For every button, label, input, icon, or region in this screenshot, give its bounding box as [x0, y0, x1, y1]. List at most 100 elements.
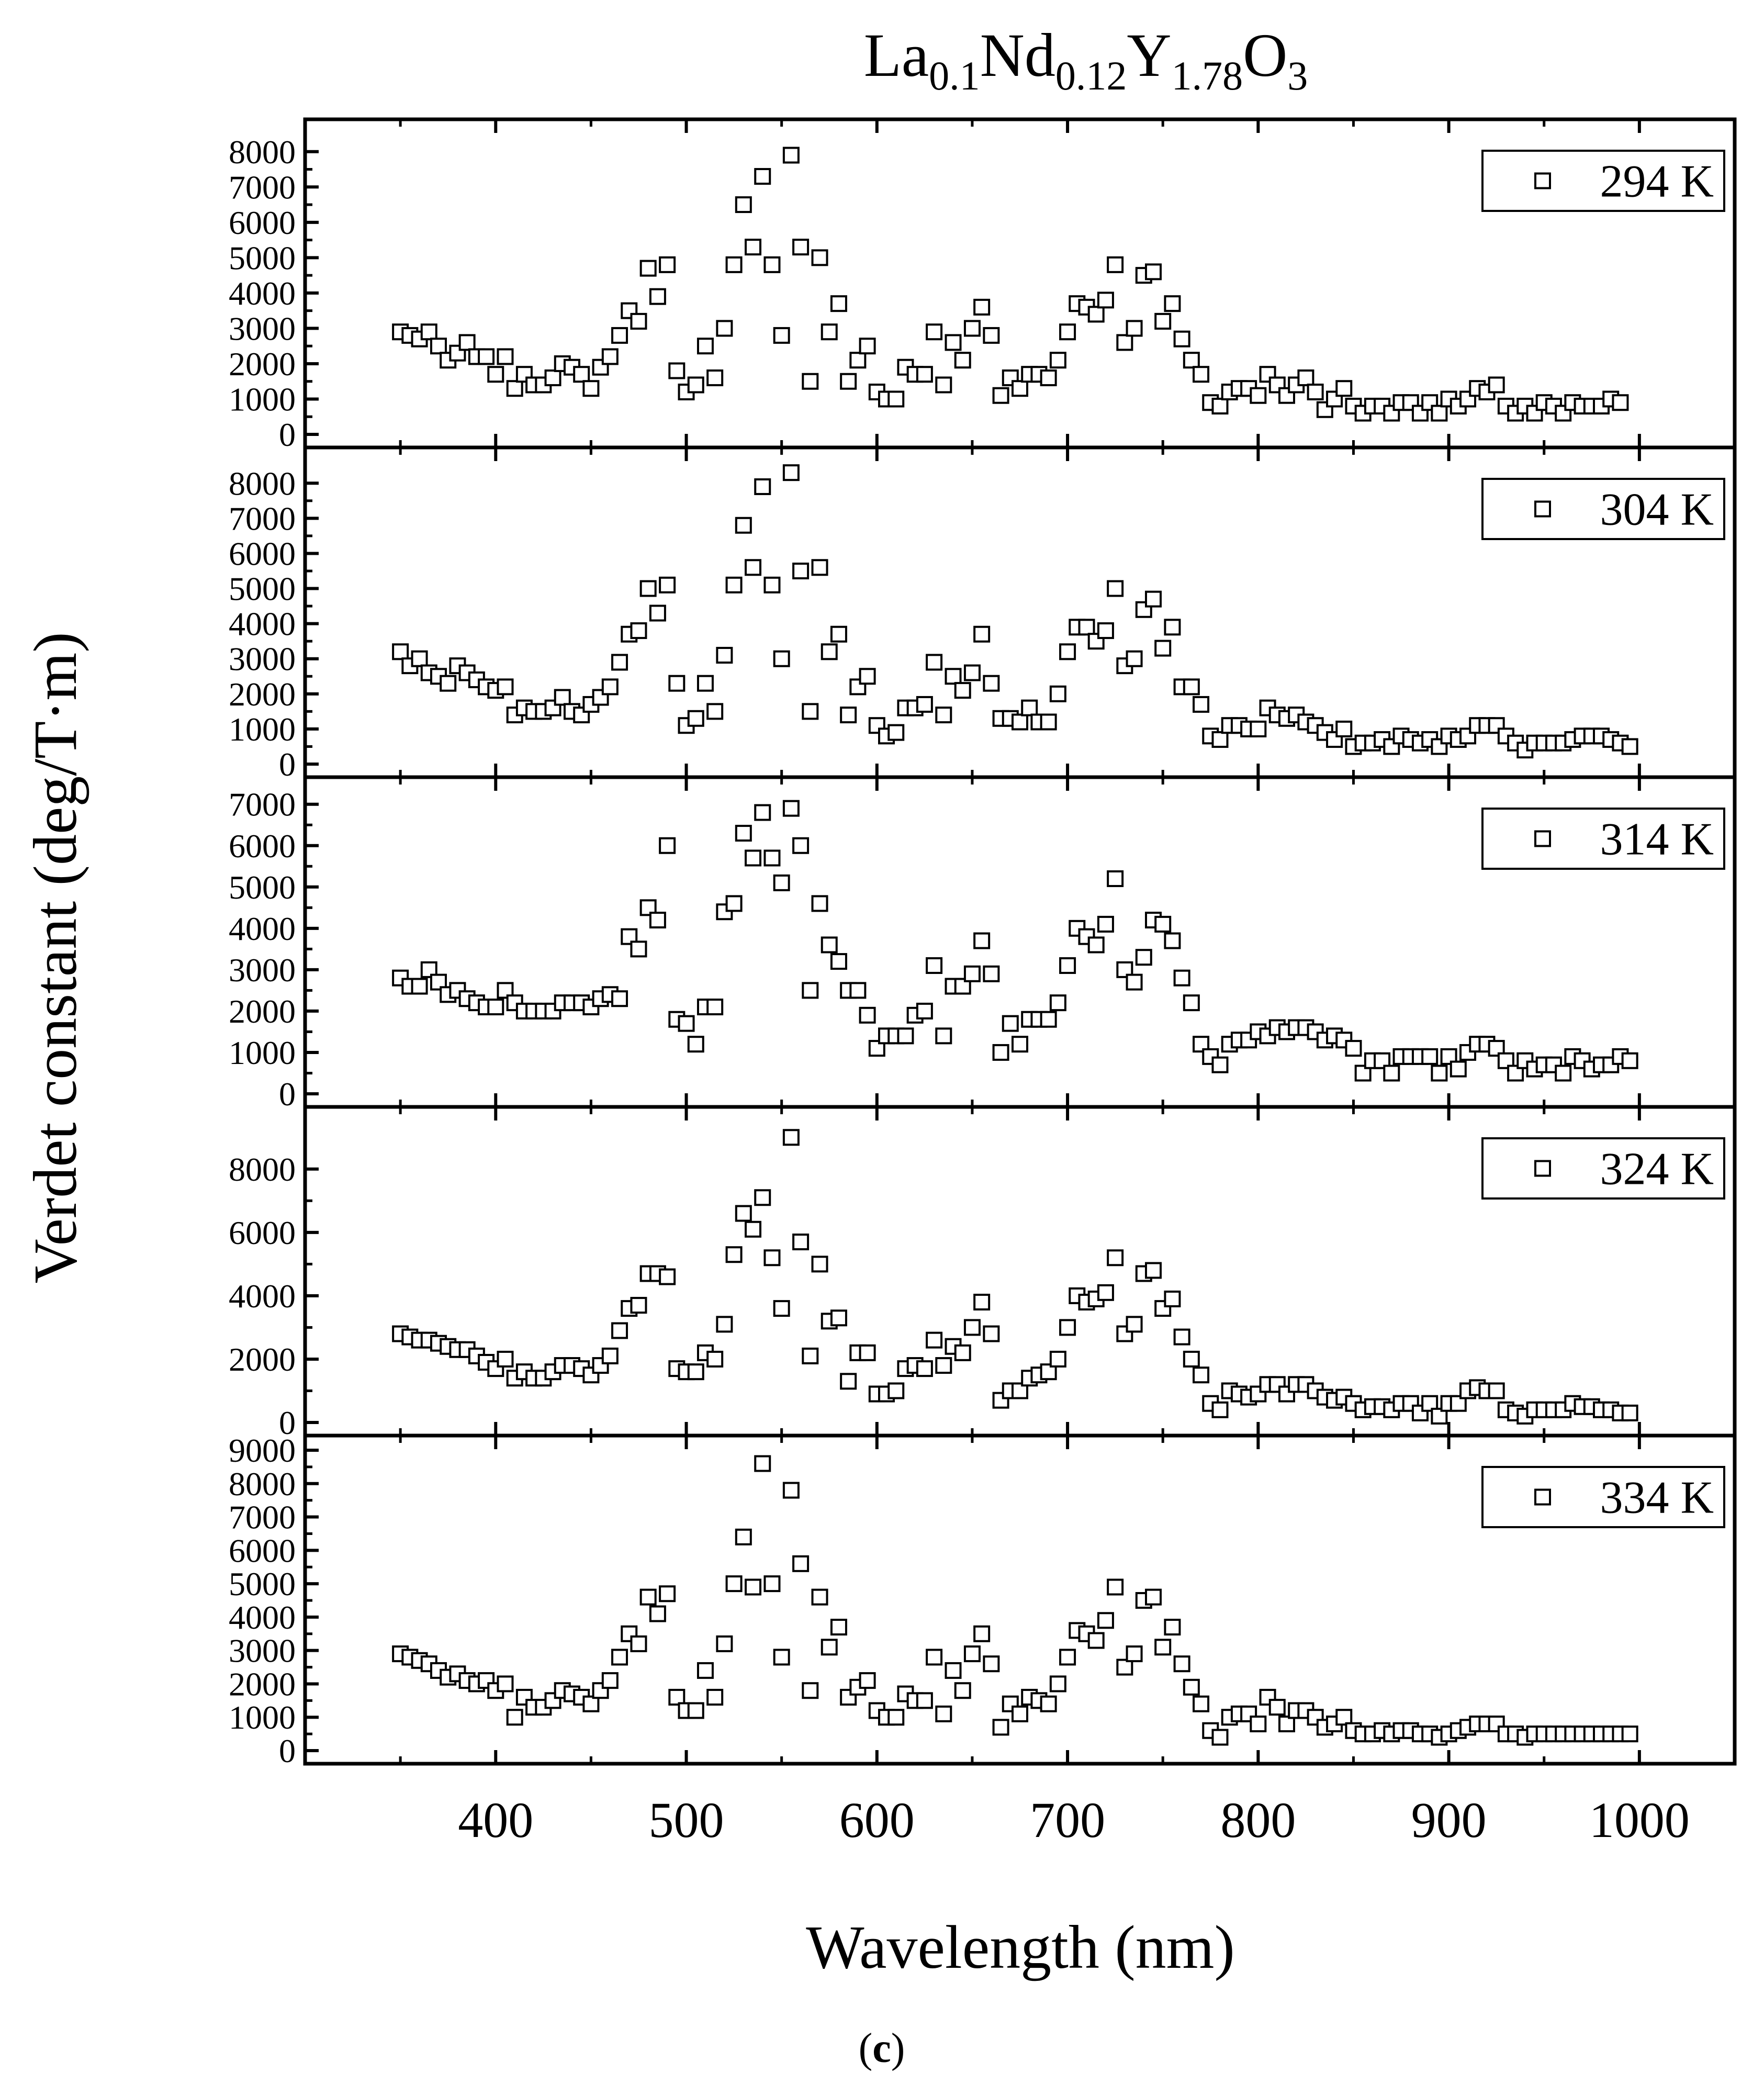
y-tick-label: 2000 [229, 1665, 296, 1702]
data-point [983, 327, 1000, 344]
data-point [773, 650, 790, 667]
data-point [745, 1578, 762, 1596]
data-point [887, 390, 905, 408]
data-point [1621, 1404, 1638, 1421]
data-point [716, 1635, 733, 1652]
data-point [706, 1350, 724, 1368]
data-point [811, 1588, 828, 1606]
data-point [716, 1316, 733, 1333]
data-point [649, 912, 666, 929]
data-point [935, 376, 952, 394]
data-point [1012, 1705, 1028, 1722]
data-point [1431, 1065, 1448, 1082]
data-point [601, 1347, 619, 1364]
data-point [840, 707, 857, 724]
y-tick-label: 6000 [229, 827, 296, 865]
data-point [830, 295, 847, 312]
data-point [1135, 949, 1152, 966]
data-point [782, 1482, 800, 1499]
data-point [725, 1246, 743, 1263]
data-point [611, 1322, 628, 1339]
data-point [1087, 306, 1105, 323]
y-tick-label: 7000 [229, 169, 296, 206]
data-point [1116, 961, 1133, 978]
data-point [1097, 1284, 1114, 1301]
data-point [639, 1588, 657, 1606]
data-point [1268, 1376, 1286, 1393]
data-point [1012, 380, 1028, 397]
series-314k [392, 800, 1638, 1082]
legend-box [1481, 1466, 1725, 1528]
data-point [687, 1363, 704, 1381]
data-point [1345, 1040, 1362, 1057]
data-point [840, 373, 857, 390]
data-point [1193, 366, 1210, 383]
data-point [763, 1249, 781, 1267]
data-point [668, 1688, 686, 1706]
series-304k [392, 464, 1638, 759]
y-tick-label: 4000 [229, 910, 296, 947]
data-point [487, 366, 504, 383]
data-point [420, 961, 437, 978]
title-segment: La [864, 21, 929, 89]
data-point [1059, 957, 1076, 974]
data-point [1097, 915, 1114, 933]
y-tick-label: 9000 [229, 1432, 296, 1469]
data-point [1116, 1659, 1133, 1676]
data-point [926, 1649, 943, 1666]
data-point [696, 675, 714, 692]
data-point [1183, 678, 1200, 696]
data-point [754, 1455, 771, 1472]
data-point [935, 1027, 952, 1045]
y-tick-label: 0 [279, 1732, 296, 1769]
data-point [1126, 1645, 1143, 1663]
y-tick-label: 6000 [229, 1214, 296, 1251]
series-324k [392, 1129, 1638, 1425]
data-point [1335, 380, 1353, 397]
data-point [1107, 580, 1124, 597]
data-point [630, 1297, 647, 1314]
data-point [649, 604, 666, 622]
data-point [1173, 1655, 1190, 1673]
data-point [973, 625, 991, 643]
data-point [1144, 263, 1162, 281]
data-point [735, 1205, 752, 1222]
data-point [887, 1709, 905, 1726]
y-tick-label: 1000 [229, 380, 296, 418]
data-point [1488, 1382, 1505, 1399]
data-point [1335, 1709, 1353, 1726]
y-tick-label: 6000 [229, 1532, 296, 1569]
data-point [1116, 334, 1133, 351]
data-point [754, 804, 771, 821]
data-point [1087, 936, 1105, 954]
data-point [1078, 619, 1095, 636]
y-tick-label: 5000 [229, 1565, 296, 1603]
data-point [782, 147, 800, 164]
data-point [792, 562, 810, 579]
data-point [411, 650, 428, 667]
data-point [1259, 366, 1276, 383]
data-point [1021, 699, 1038, 716]
data-point [754, 1189, 771, 1206]
data-point [1135, 601, 1152, 618]
data-point [887, 724, 905, 741]
caption-letter: c [872, 2025, 891, 2071]
data-point [735, 196, 752, 214]
data-point [1621, 738, 1638, 755]
data-point [859, 338, 876, 355]
data-point [678, 1015, 695, 1032]
data-point [830, 953, 847, 970]
data-point [1059, 1319, 1076, 1336]
data-point [1621, 1726, 1638, 1743]
data-point [687, 1036, 704, 1053]
data-point [1211, 731, 1229, 748]
data-point [821, 323, 838, 341]
data-point [392, 643, 409, 660]
data-point [973, 1294, 991, 1310]
data-point [1326, 390, 1343, 408]
data-point [1173, 330, 1190, 348]
y-tick-label: 7000 [229, 786, 296, 823]
data-point [992, 387, 1009, 404]
